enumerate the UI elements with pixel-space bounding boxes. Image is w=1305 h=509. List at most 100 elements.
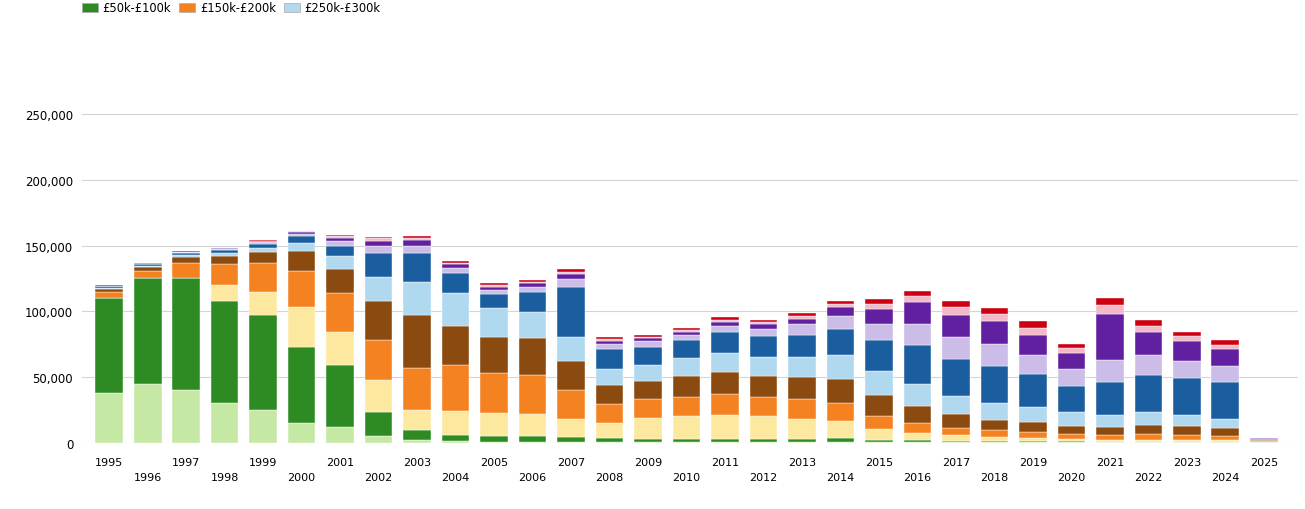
Bar (441, 441, 470, 443)
Bar (287, 308, 316, 347)
Bar (211, 250, 239, 253)
Bar (1173, 361, 1201, 378)
Bar (942, 415, 970, 428)
Bar (672, 341, 701, 359)
Bar (826, 316, 855, 329)
Bar (865, 324, 893, 340)
Bar (364, 254, 393, 277)
Bar (711, 415, 739, 439)
Bar (1173, 342, 1201, 361)
Bar (1057, 413, 1086, 426)
Bar (672, 359, 701, 376)
Bar (211, 301, 239, 404)
Bar (480, 287, 508, 290)
Bar (1096, 360, 1124, 383)
Bar (711, 322, 739, 326)
Bar (557, 361, 585, 390)
Bar (557, 280, 585, 288)
Bar (557, 419, 585, 437)
Bar (903, 433, 932, 440)
Bar (1134, 356, 1163, 376)
Bar (1211, 419, 1240, 428)
Bar (557, 275, 585, 280)
Bar (403, 440, 431, 443)
Bar (518, 284, 547, 287)
Bar (134, 268, 162, 271)
Bar (249, 248, 277, 252)
Bar (1173, 378, 1201, 415)
Text: 2018: 2018 (980, 472, 1009, 482)
Bar (865, 442, 893, 443)
Bar (942, 441, 970, 442)
Bar (634, 337, 662, 338)
Bar (1096, 440, 1124, 442)
Bar (1211, 428, 1240, 436)
Bar (1057, 434, 1086, 439)
Bar (634, 439, 662, 442)
Bar (942, 428, 970, 436)
Bar (172, 279, 200, 390)
Bar (172, 256, 200, 258)
Bar (172, 258, 200, 263)
Bar (557, 288, 585, 337)
Bar (1211, 345, 1240, 350)
Bar (480, 442, 508, 443)
Bar (326, 246, 354, 257)
Text: 2009: 2009 (634, 457, 662, 467)
Bar (1096, 383, 1124, 415)
Bar (865, 310, 893, 324)
Bar (441, 265, 470, 268)
Text: 2022: 2022 (1134, 472, 1163, 482)
Bar (865, 440, 893, 442)
Bar (172, 252, 200, 253)
Bar (1134, 425, 1163, 435)
Bar (634, 442, 662, 443)
Bar (672, 397, 701, 416)
Bar (480, 290, 508, 295)
Bar (903, 296, 932, 302)
Bar (1019, 441, 1047, 442)
Bar (172, 263, 200, 279)
Bar (595, 341, 624, 344)
Bar (672, 442, 701, 443)
Bar (1019, 375, 1047, 407)
Bar (903, 291, 932, 296)
Bar (865, 429, 893, 440)
Bar (326, 241, 354, 246)
Bar (1211, 441, 1240, 442)
Bar (1019, 422, 1047, 432)
Bar (595, 439, 624, 442)
Bar (441, 274, 470, 293)
Bar (441, 263, 470, 265)
Bar (865, 395, 893, 416)
Bar (287, 347, 316, 423)
Bar (634, 342, 662, 347)
Bar (826, 308, 855, 316)
Bar (903, 324, 932, 346)
Bar (403, 283, 431, 316)
Bar (1096, 315, 1124, 360)
Bar (672, 335, 701, 341)
Bar (1211, 382, 1240, 419)
Bar (1211, 366, 1240, 382)
Bar (1250, 439, 1278, 440)
Bar (865, 340, 893, 372)
Bar (1057, 354, 1086, 370)
Bar (788, 377, 816, 400)
Bar (1019, 335, 1047, 355)
Bar (711, 372, 739, 394)
Text: 2024: 2024 (1211, 472, 1240, 482)
Text: 2012: 2012 (749, 472, 778, 482)
Bar (441, 293, 470, 326)
Bar (211, 249, 239, 250)
Bar (711, 394, 739, 415)
Bar (711, 318, 739, 320)
Bar (903, 385, 932, 406)
Bar (826, 438, 855, 442)
Bar (903, 302, 932, 324)
Bar (980, 315, 1009, 322)
Bar (826, 421, 855, 438)
Bar (1057, 370, 1086, 386)
Bar (287, 234, 316, 237)
Bar (826, 442, 855, 443)
